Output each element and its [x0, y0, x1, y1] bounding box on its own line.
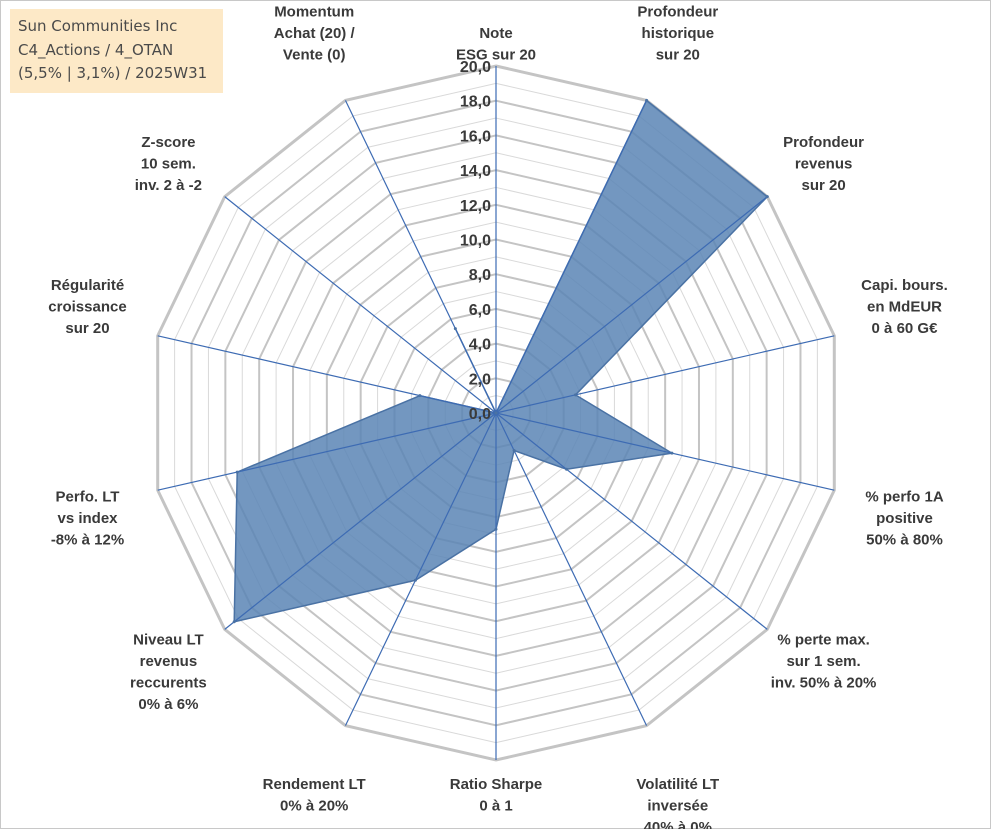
axis-label-line: inv. 2 à -2	[135, 177, 202, 194]
axis-label: Profondeur revenus sur 20	[783, 134, 864, 194]
axis-label-line: Régularité	[51, 277, 124, 294]
axis-label-line: -8% à 12%	[51, 531, 124, 548]
axis-label-line: 0% à 6%	[138, 696, 198, 713]
tick-label: 16,0	[460, 128, 491, 145]
axis-label-line: sur 1 sem.	[786, 653, 860, 670]
axis-label-line: Note	[479, 25, 512, 42]
axis-label-line: sur 20	[65, 320, 109, 337]
axis-spoke	[495, 196, 768, 414]
axis-label-line: historique	[642, 25, 715, 42]
title-box: Sun Communities Inc C4_Actions / 4_OTAN …	[10, 9, 223, 93]
axis-label-line: Ratio Sharpe	[450, 776, 543, 793]
tick-label: 0,0	[469, 406, 491, 423]
axis-label-line: en MdEUR	[867, 299, 942, 316]
tick-label: 18,0	[460, 94, 491, 111]
axis-label-line: 40% à 0%	[644, 819, 712, 829]
axis-spoke	[224, 196, 497, 414]
axis-label-line: Volatilité LT	[636, 776, 719, 793]
axis-label-line: % perte max.	[777, 632, 870, 649]
data-point	[765, 195, 769, 199]
axis-spoke	[495, 335, 835, 414]
tick-label: 4,0	[469, 337, 491, 354]
axis-label: Perfo. LT vs index -8% à 12%	[51, 488, 124, 548]
axis-label-line: 0 à 60 G€	[872, 320, 939, 337]
axis-label-line: Profondeur	[783, 134, 864, 151]
axis-label: Z-score 10 sem. inv. 2 à -2	[135, 134, 202, 194]
tick-label: 2,0	[469, 371, 491, 388]
axis-label-line: Z-score	[141, 134, 195, 151]
data-point	[413, 578, 417, 582]
axis-label-line: ESG sur 20	[456, 47, 536, 64]
axis-spoke	[224, 412, 497, 630]
axis-label-line: positive	[876, 510, 933, 527]
tick-label: 8,0	[469, 267, 491, 284]
axis-label: Volatilité LT inversée 40% à 0%	[636, 776, 719, 829]
axis-spoke	[495, 412, 768, 630]
data-point	[418, 394, 422, 398]
axis-label: Profondeur historique sur 20	[637, 4, 718, 64]
data-point	[574, 393, 578, 397]
axis-spoke	[344, 412, 497, 726]
axis-label-line: Rendement LT	[263, 776, 366, 793]
axis-label: Momentum Achat (20) / Vente (0)	[274, 4, 356, 64]
axis-label-line: sur 20	[801, 177, 845, 194]
axis-spoke	[495, 100, 648, 414]
axis-label-line: Capi. bours.	[861, 277, 948, 294]
portfolio-label: C4_Actions / 4_OTAN	[18, 40, 174, 59]
tick-label: 20,0	[460, 59, 491, 76]
axis-label: Note ESG sur 20	[456, 25, 536, 64]
axis-label: % perfo 1A positive 50% à 80%	[865, 488, 944, 548]
axis-spoke	[157, 412, 497, 491]
axis-label-line: revenus	[795, 155, 853, 172]
axis-label: Ratio Sharpe 0 à 1	[450, 776, 543, 815]
axis-label-line: inversée	[647, 798, 708, 815]
tick-label: 14,0	[460, 163, 491, 180]
axis-label-line: % perfo 1A	[865, 488, 944, 505]
axis-label-line: Vente (0)	[283, 47, 346, 64]
tick-label: 10,0	[460, 233, 491, 250]
axis-spoke	[495, 412, 648, 726]
axis-label-line: 0 à 1	[479, 798, 512, 815]
axis-label: Niveau LT revenus reccurents 0% à 6%	[130, 632, 207, 714]
tick-label: 6,0	[469, 302, 491, 319]
axis-label-line: Niveau LT	[133, 632, 204, 649]
axis-spoke	[157, 335, 497, 414]
axis-label-line: Achat (20) /	[274, 25, 356, 42]
axis-label: Régularité croissance sur 20	[48, 277, 126, 337]
company-name: Sun Communities Inc	[18, 17, 178, 35]
axis-spoke	[495, 412, 835, 491]
data-point	[645, 98, 649, 102]
axis-label-line: sur 20	[656, 47, 700, 64]
axis-label-line: vs index	[57, 510, 118, 527]
axis-label-line: Profondeur	[637, 4, 718, 21]
data-point	[235, 470, 239, 474]
axis-spoke	[344, 100, 497, 414]
tick-label: 12,0	[460, 198, 491, 215]
data-point	[494, 411, 498, 415]
axis-label-line: inv. 50% à 20%	[771, 675, 877, 692]
data-point	[512, 449, 516, 453]
axis-label: Capi. bours. en MdEUR 0 à 60 G€	[861, 277, 948, 337]
data-point	[232, 620, 236, 624]
axis-label-line: Perfo. LT	[56, 488, 120, 505]
axis-label-line: Momentum	[274, 4, 354, 21]
axis-label-line: croissance	[48, 299, 126, 316]
axis-label-line: revenus	[140, 653, 198, 670]
data-point	[565, 467, 569, 471]
axis-label-line: reccurents	[130, 675, 207, 692]
axis-label-line: 0% à 20%	[280, 798, 348, 815]
data-point	[453, 327, 457, 331]
period-label: (5,5% | 3,1%) / 2025W31	[18, 64, 208, 82]
axis-label: Rendement LT 0% à 20%	[263, 776, 366, 815]
axis-label-line: 10 sem.	[141, 155, 196, 172]
axis-label-line: 50% à 80%	[866, 531, 943, 548]
data-point	[670, 451, 674, 455]
axis-label: % perte max. sur 1 sem. inv. 50% à 20%	[771, 632, 877, 692]
data-point	[494, 527, 498, 531]
